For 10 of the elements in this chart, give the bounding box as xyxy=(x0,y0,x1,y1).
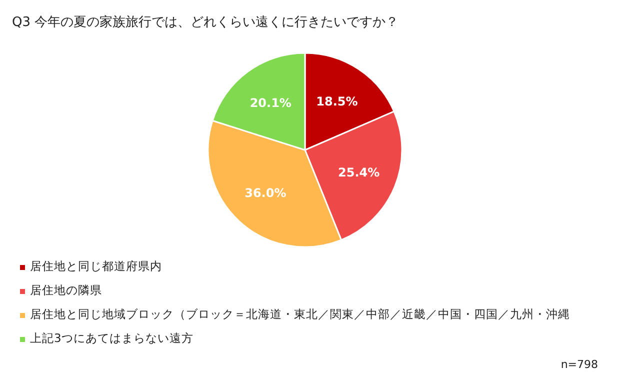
data-label: 18.5% xyxy=(316,94,358,109)
data-label: 20.1% xyxy=(250,96,292,110)
data-label: 36.0% xyxy=(244,186,286,200)
text: n=798 xyxy=(560,358,598,371)
data-label: 25.4% xyxy=(338,165,380,180)
legend-label: 居住地と同じ都道府県内 xyxy=(30,259,162,273)
legend-label: 居住地の隣県 xyxy=(30,283,102,297)
chart-title: Q3 今年の夏の家族旅行では、どれくらい遠くに行きたいですか？ xyxy=(12,14,399,30)
legend-label: 上記3つにあてはまらない遠方 xyxy=(30,331,194,345)
legend-label: 居住地と同じ地域ブロック（ブロック＝北海道・東北／関東／中部／近畿／中国・四国／九州・沖縄 xyxy=(30,307,570,321)
